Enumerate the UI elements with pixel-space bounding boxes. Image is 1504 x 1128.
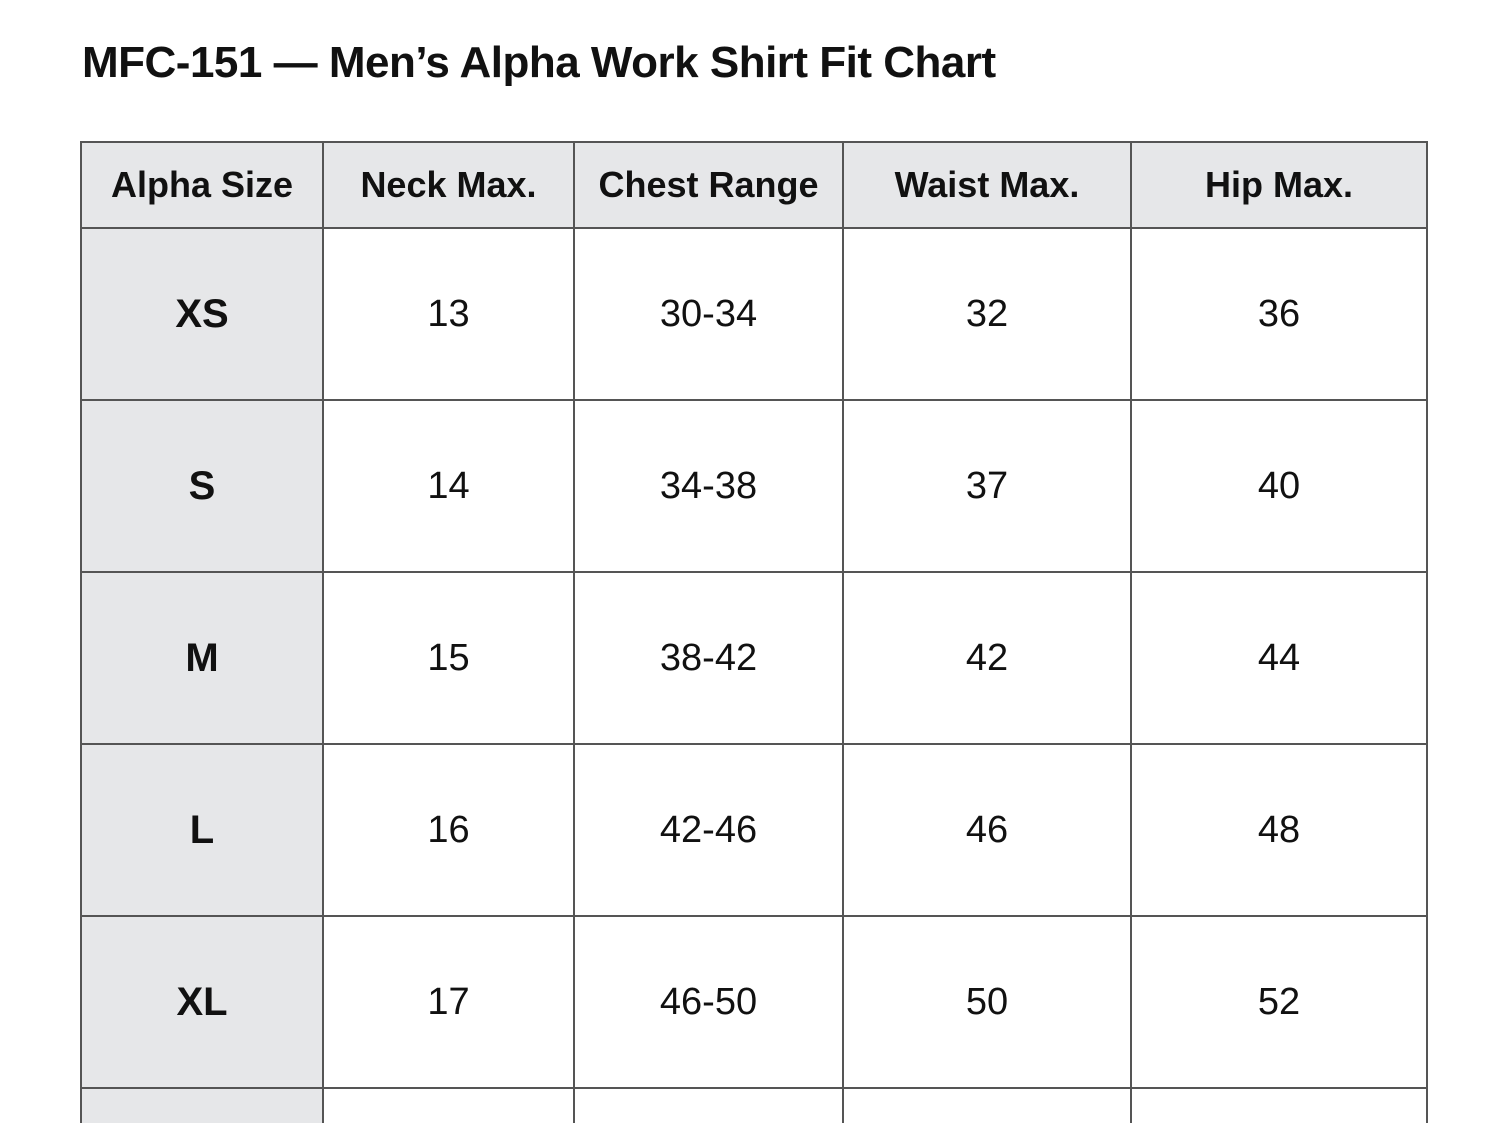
- value-cell: 16: [322, 743, 575, 917]
- empty-cell: [322, 1087, 575, 1123]
- value-cell: 42: [842, 571, 1132, 745]
- size-cell: XS: [80, 227, 324, 401]
- column-header: Waist Max.: [842, 141, 1132, 229]
- value-cell: 17: [322, 915, 575, 1089]
- column-header: Hip Max.: [1130, 141, 1428, 229]
- table-row: S 14 34-38 37 40: [80, 399, 1428, 573]
- fit-table: Alpha Size Neck Max. Chest Range Waist Max.…: [80, 141, 1428, 1123]
- table-row: L 16 42-46 46 48: [80, 743, 1428, 917]
- value-cell: 32: [842, 227, 1132, 401]
- value-cell: 40: [1130, 399, 1428, 573]
- size-cell: L: [80, 743, 324, 917]
- table-row: XS 13 30-34 32 36: [80, 227, 1428, 401]
- table-row: XL 17 46-50 50 52: [80, 915, 1428, 1089]
- value-cell: 52: [1130, 915, 1428, 1089]
- value-cell: 50: [842, 915, 1132, 1089]
- size-cell: XL: [80, 915, 324, 1089]
- value-cell: 30-34: [573, 227, 844, 401]
- value-cell: 48: [1130, 743, 1428, 917]
- empty-cell: [842, 1087, 1132, 1123]
- value-cell: 44: [1130, 571, 1428, 745]
- value-cell: 46-50: [573, 915, 844, 1089]
- value-cell: 14: [322, 399, 575, 573]
- value-cell: 38-42: [573, 571, 844, 745]
- value-cell: 46: [842, 743, 1132, 917]
- value-cell: 37: [842, 399, 1132, 573]
- table-row: [80, 1087, 1428, 1123]
- size-cell: S: [80, 399, 324, 573]
- header-row: Alpha Size Neck Max. Chest Range Waist Max.…: [80, 141, 1428, 229]
- column-header: Alpha Size: [80, 141, 324, 229]
- value-cell: 36: [1130, 227, 1428, 401]
- size-cell: M: [80, 571, 324, 745]
- empty-cell: [1130, 1087, 1428, 1123]
- title: MFC-151 — Men’s Alpha Work Shirt Fit Cha…: [82, 38, 996, 87]
- value-cell: 42-46: [573, 743, 844, 917]
- value-cell: 13: [322, 227, 575, 401]
- value-cell: 34-38: [573, 399, 844, 573]
- column-header: Neck Max.: [322, 141, 575, 229]
- table-row: M 15 38-42 42 44: [80, 571, 1428, 745]
- column-header: Chest Range: [573, 141, 844, 229]
- value-cell: 15: [322, 571, 575, 745]
- empty-cell: [573, 1087, 844, 1123]
- empty-cell: [80, 1087, 324, 1123]
